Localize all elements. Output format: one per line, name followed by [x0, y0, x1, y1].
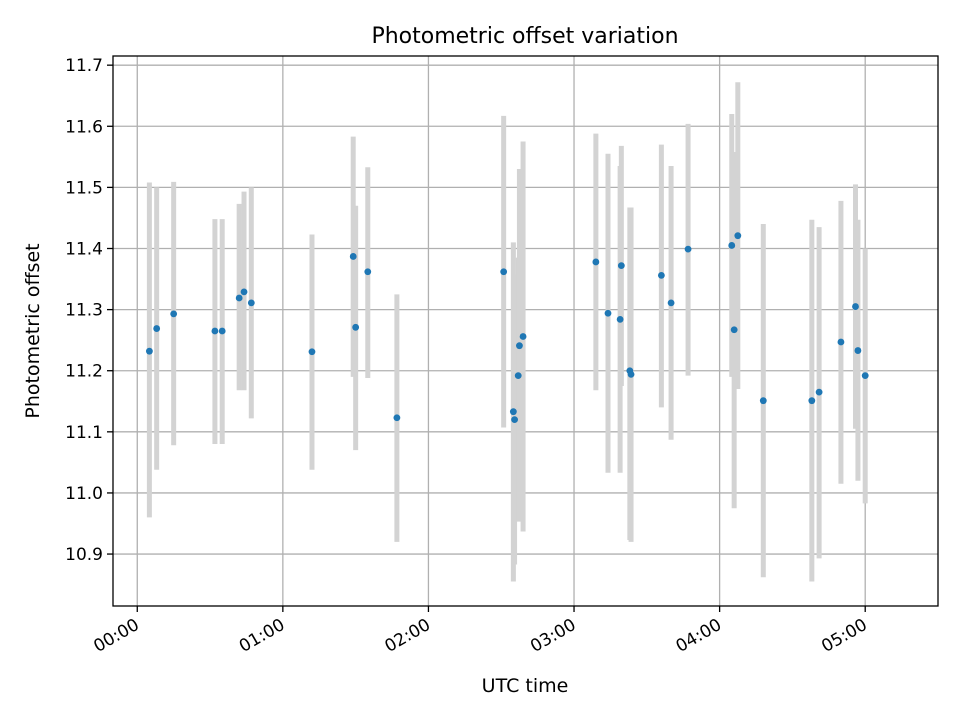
data-point — [170, 310, 178, 318]
y-tick-label: 11.0 — [65, 484, 103, 504]
y-tick-label: 11.3 — [65, 301, 103, 321]
data-point — [861, 372, 869, 380]
data-point — [734, 232, 742, 240]
x-axis-label: UTC time — [482, 675, 569, 697]
data-point — [728, 242, 736, 249]
data-point — [667, 299, 675, 307]
y-tick-label: 11.4 — [65, 240, 103, 260]
data-point — [153, 325, 161, 332]
data-point — [247, 299, 255, 307]
y-axis-label: Photometric offset — [22, 243, 44, 418]
data-points — [145, 232, 869, 424]
data-point — [235, 294, 243, 302]
data-point — [509, 408, 517, 416]
y-tick-label: 11.2 — [65, 362, 103, 382]
data-point — [592, 258, 600, 266]
chart-title: Photometric offset variation — [371, 24, 678, 49]
data-point — [604, 309, 612, 317]
data-point — [240, 288, 248, 296]
data-point — [516, 342, 523, 350]
data-point — [519, 333, 527, 340]
data-point — [616, 315, 624, 323]
data-point — [145, 347, 153, 355]
y-tick-label: 11.7 — [65, 56, 103, 76]
data-point — [657, 271, 665, 279]
data-point — [364, 268, 372, 276]
data-point — [352, 323, 360, 331]
y-tick-label: 11.1 — [65, 423, 103, 443]
data-point — [514, 372, 522, 380]
data-point — [211, 327, 219, 335]
data-point — [500, 268, 508, 276]
data-point — [617, 262, 625, 270]
data-point — [815, 388, 823, 396]
data-point — [349, 253, 357, 260]
data-point — [854, 347, 862, 354]
data-point — [759, 397, 767, 405]
y-axis: 10.9 11.0 11.1 11.2 11.3 11.4 11.5 11.6 11.7 — [65, 56, 113, 565]
data-point — [852, 303, 859, 310]
y-tick-label: 10.9 — [65, 545, 103, 565]
plot-area-frame — [112, 55, 939, 607]
data-point — [684, 245, 692, 253]
data-point — [218, 327, 226, 335]
data-point — [808, 397, 816, 405]
data-point — [837, 338, 845, 346]
y-tick-label: 11.6 — [65, 117, 103, 137]
data-point — [511, 416, 518, 424]
data-point — [627, 370, 635, 378]
data-point — [730, 326, 738, 334]
y-tick-label: 11.5 — [65, 178, 103, 198]
data-point — [393, 414, 401, 422]
data-point — [308, 348, 316, 356]
